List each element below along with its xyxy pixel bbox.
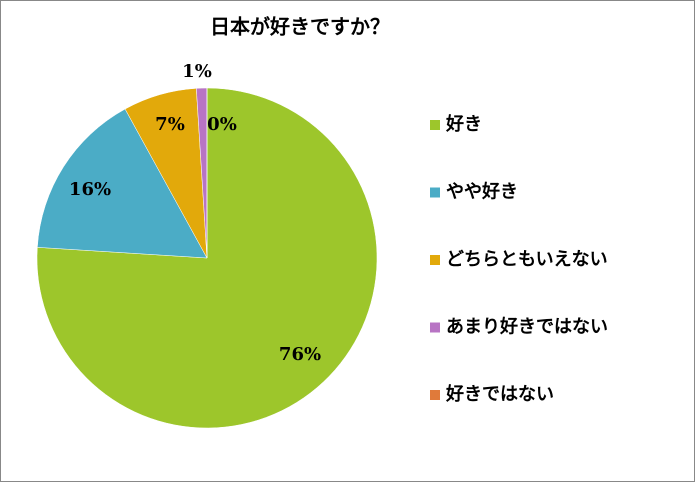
legend-label: やや好き <box>446 181 518 203</box>
legend-label: どちらともいえない <box>446 249 608 270</box>
data-label: 7% <box>155 114 185 135</box>
legend-label: あまり好きではない <box>446 316 608 338</box>
data-label: 16% <box>69 179 111 200</box>
legend-label: 好き <box>445 113 482 135</box>
chart-title: 日本が好きですか？ <box>210 15 390 39</box>
pie-slice <box>36 87 378 429</box>
data-label: 0% <box>207 114 237 135</box>
legend-swatch <box>430 187 440 198</box>
legend-swatch <box>430 390 440 400</box>
legend-swatch <box>430 120 440 130</box>
pie-slice <box>37 108 208 259</box>
data-label: 1% <box>182 61 212 82</box>
data-label: 76% <box>279 344 321 365</box>
legend-label: 好きではない <box>445 383 554 405</box>
legend-swatch <box>430 255 440 265</box>
legend-swatch <box>430 322 440 333</box>
